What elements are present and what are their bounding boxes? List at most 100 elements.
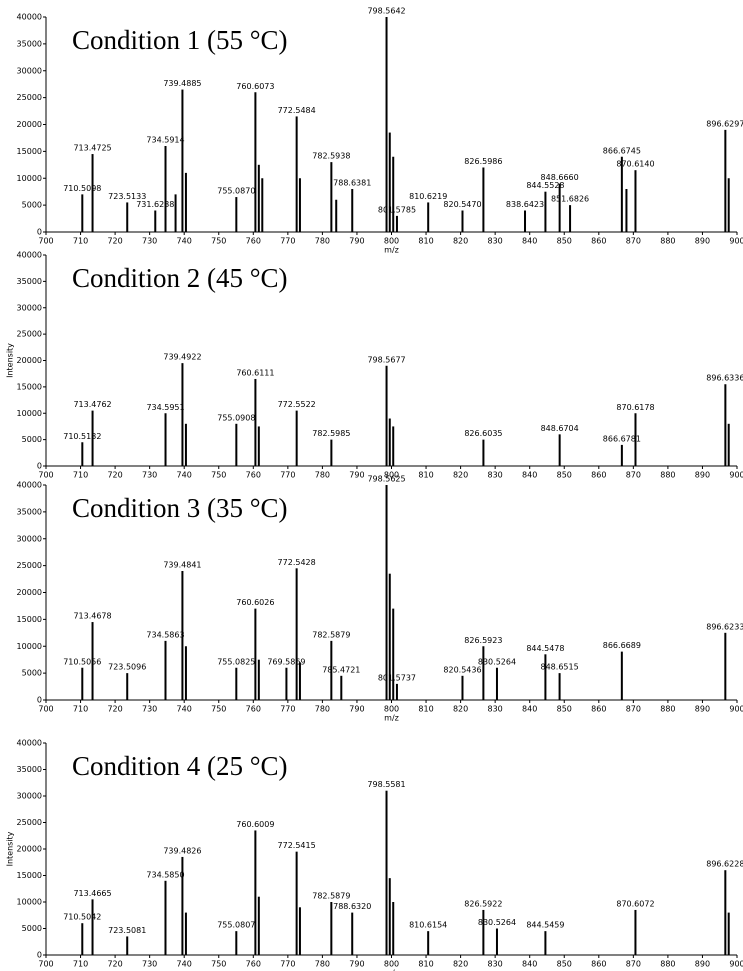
peak-label: 820.5436: [443, 665, 481, 674]
peak-label: 713.4678: [73, 612, 111, 621]
peak-label: 713.4762: [73, 400, 111, 409]
peak: [569, 205, 572, 232]
x-tick-label: 760: [246, 237, 261, 246]
peak: [620, 651, 623, 700]
x-tick-label: 830: [488, 960, 503, 969]
peak: [385, 790, 388, 955]
x-tick-label: 720: [107, 237, 122, 246]
x-axis-label: m/z: [384, 969, 399, 971]
x-tick-label: 720: [107, 960, 122, 969]
peak: [81, 923, 84, 955]
peak-label: 788.6320: [333, 902, 371, 911]
x-tick-label: 730: [142, 471, 157, 480]
x-tick-label: 830: [488, 471, 503, 480]
panel-title: Condition 1 (55 °C): [72, 25, 288, 55]
x-tick-label: 890: [695, 960, 710, 969]
peak: [395, 215, 398, 232]
x-tick-label: 820: [453, 237, 468, 246]
peak: [181, 363, 184, 466]
peak-label: 760.6073: [236, 82, 274, 91]
x-tick-label: 790: [349, 960, 364, 969]
x-tick-label: 900: [729, 471, 743, 480]
y-tick-label: 20000: [17, 845, 42, 854]
x-tick-label: 750: [211, 705, 226, 714]
peak-label: 896.6228: [706, 860, 743, 869]
y-axis-label: Intensity: [6, 831, 15, 866]
peak-label: 801.5785: [378, 205, 416, 214]
peak-label: 713.4725: [73, 144, 111, 153]
peak: [184, 423, 187, 466]
x-tick-label: 710: [73, 471, 88, 480]
peak: [298, 907, 301, 955]
peak-label: 826.5922: [464, 899, 502, 908]
x-tick-label: 790: [349, 471, 364, 480]
x-tick-label: 880: [660, 471, 675, 480]
panel-title: Condition 2 (45 °C): [72, 263, 288, 293]
x-tick-label: 720: [107, 471, 122, 480]
y-tick-label: 10000: [17, 174, 42, 183]
x-tick-label: 740: [177, 960, 192, 969]
x-tick-label: 890: [695, 471, 710, 480]
peak: [285, 667, 288, 700]
x-tick-label: 770: [280, 471, 295, 480]
x-tick-label: 710: [73, 960, 88, 969]
x-tick-label: 840: [522, 237, 537, 246]
x-tick-label: 790: [349, 237, 364, 246]
peak-label: 713.4665: [73, 889, 111, 898]
peak: [388, 418, 391, 466]
x-tick-label: 870: [626, 471, 641, 480]
peak-label: 723.5081: [108, 926, 146, 935]
y-tick-label: 0: [37, 696, 42, 705]
peak: [254, 378, 257, 466]
peak: [558, 183, 561, 232]
y-tick-label: 25000: [17, 561, 42, 570]
peak: [257, 164, 260, 232]
x-axis-label: m/z: [384, 246, 399, 255]
peak-label: 830.5264: [478, 918, 516, 927]
y-tick-label: 40000: [17, 251, 42, 260]
peak-label: 826.6035: [464, 429, 502, 438]
peak-label: 788.6381: [333, 179, 371, 188]
peak-label: 782.5985: [312, 429, 350, 438]
y-tick-label: 40000: [17, 481, 42, 490]
y-tick-label: 5000: [22, 201, 42, 210]
peak: [634, 170, 637, 232]
x-tick-label: 820: [453, 705, 468, 714]
y-axis-label: Intensity: [6, 343, 15, 378]
y-tick-label: 20000: [17, 356, 42, 365]
peak-label: 739.4885: [163, 79, 201, 88]
peak-label: 810.6219: [409, 192, 447, 201]
x-tick-label: 900: [729, 705, 743, 714]
peak: [91, 622, 94, 700]
peak: [298, 178, 301, 232]
peak: [81, 442, 84, 466]
peak-label: 782.5879: [312, 630, 350, 639]
peak-label: 734.5951: [146, 403, 184, 412]
peak: [724, 870, 727, 955]
peak-label: 866.6689: [603, 641, 641, 650]
peak-label: 830.5264: [478, 657, 516, 666]
y-tick-label: 5000: [22, 924, 42, 933]
x-tick-label: 740: [177, 705, 192, 714]
peak: [544, 191, 547, 232]
x-tick-label: 880: [660, 705, 675, 714]
x-tick-label: 740: [177, 471, 192, 480]
x-tick-label: 700: [38, 705, 53, 714]
peak-label: 739.4922: [163, 353, 201, 362]
peak-label: 844.5459: [526, 921, 564, 930]
peak-label: 848.6660: [541, 173, 579, 182]
peak: [91, 410, 94, 466]
peak: [482, 167, 485, 232]
peak: [81, 667, 84, 700]
peak: [295, 568, 298, 700]
peak: [461, 210, 464, 232]
x-tick-label: 860: [591, 237, 606, 246]
peak: [235, 423, 238, 466]
x-tick-label: 810: [418, 960, 433, 969]
peak: [544, 654, 547, 700]
peak: [461, 675, 464, 700]
peak: [427, 202, 430, 232]
peak-label: 760.6026: [236, 598, 274, 607]
peak: [385, 365, 388, 466]
